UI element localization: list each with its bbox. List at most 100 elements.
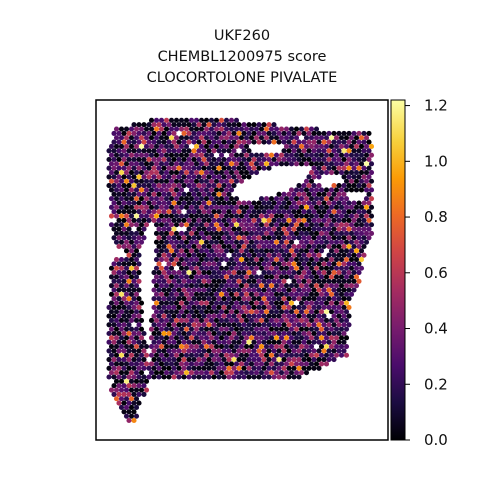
spot: [273, 213, 280, 219]
spot: [283, 370, 290, 376]
spot: [173, 187, 180, 193]
spot: [148, 161, 155, 167]
spot: [311, 348, 317, 354]
spot: [121, 217, 127, 223]
spot: [263, 161, 270, 167]
spot: [183, 291, 190, 297]
spot: [356, 200, 362, 206]
spot: [156, 183, 162, 189]
spot: [138, 387, 145, 393]
spot: [286, 313, 292, 319]
spot: [121, 235, 127, 241]
spot: [321, 235, 327, 241]
spot: [153, 126, 160, 132]
spot: [226, 130, 232, 136]
spot: [188, 300, 195, 306]
spot: [296, 357, 302, 363]
spot: [141, 191, 147, 197]
spot: [306, 313, 312, 319]
spot: [243, 135, 250, 141]
spot: [293, 152, 300, 158]
spot: [366, 148, 372, 154]
spot: [258, 213, 265, 219]
spot: [203, 335, 210, 341]
spot: [363, 170, 370, 176]
colorbar-tick-label: 0.6: [424, 264, 448, 282]
spot: [308, 344, 315, 350]
spot: [203, 117, 210, 123]
spot: [193, 248, 200, 254]
spot: [266, 243, 272, 250]
spot: [281, 139, 287, 145]
spot: [238, 143, 245, 149]
spot: [196, 296, 202, 302]
spot: [198, 230, 205, 236]
spot: [111, 383, 117, 389]
spot: [246, 348, 252, 354]
spot: [203, 361, 210, 367]
spot: [111, 191, 117, 197]
spot: [218, 291, 225, 297]
spot: [196, 252, 202, 258]
spot: [161, 200, 167, 206]
spot: [268, 196, 275, 202]
spot: [286, 374, 292, 380]
spot: [203, 222, 210, 228]
spot: [171, 322, 177, 328]
spot: [303, 283, 310, 289]
spot: [191, 252, 197, 258]
spot: [158, 283, 165, 289]
spot: [336, 348, 342, 354]
spot: [261, 156, 267, 163]
spot: [166, 209, 172, 215]
spot: [338, 135, 345, 141]
spot: [301, 226, 307, 232]
spot: [286, 287, 292, 293]
spot: [353, 274, 360, 280]
spot: [116, 174, 122, 180]
spot: [113, 265, 120, 271]
spot: [351, 130, 357, 136]
spot: [168, 143, 175, 149]
spot: [246, 148, 252, 154]
spot: [151, 191, 157, 197]
spot: [178, 126, 185, 132]
spot: [238, 274, 245, 280]
spot: [168, 309, 175, 315]
spot: [161, 226, 167, 232]
spot: [248, 291, 255, 297]
spot: [226, 209, 232, 215]
spot: [368, 143, 375, 149]
spot: [291, 270, 297, 276]
spot: [136, 217, 142, 223]
spot: [296, 243, 302, 250]
spot: [133, 326, 140, 332]
spot: [233, 213, 240, 219]
spot: [263, 213, 270, 219]
spot: [338, 335, 345, 341]
spot: [156, 348, 162, 354]
spot: [366, 235, 372, 241]
spot: [293, 230, 300, 236]
spot: [301, 357, 307, 363]
spot: [328, 352, 335, 358]
spot: [186, 243, 192, 250]
spot: [156, 330, 162, 337]
spot: [226, 313, 232, 319]
spot: [206, 261, 212, 267]
spot: [171, 165, 177, 171]
spot: [226, 191, 232, 197]
spot: [248, 309, 255, 315]
spot: [253, 204, 260, 210]
spot: [133, 187, 140, 193]
spot: [233, 291, 240, 297]
spot: [108, 309, 115, 315]
spot: [118, 213, 125, 219]
spot: [251, 330, 257, 337]
spot: [311, 322, 317, 328]
spot: [176, 296, 182, 302]
spot: [161, 148, 167, 154]
spot: [216, 339, 222, 345]
spot: [253, 352, 260, 358]
